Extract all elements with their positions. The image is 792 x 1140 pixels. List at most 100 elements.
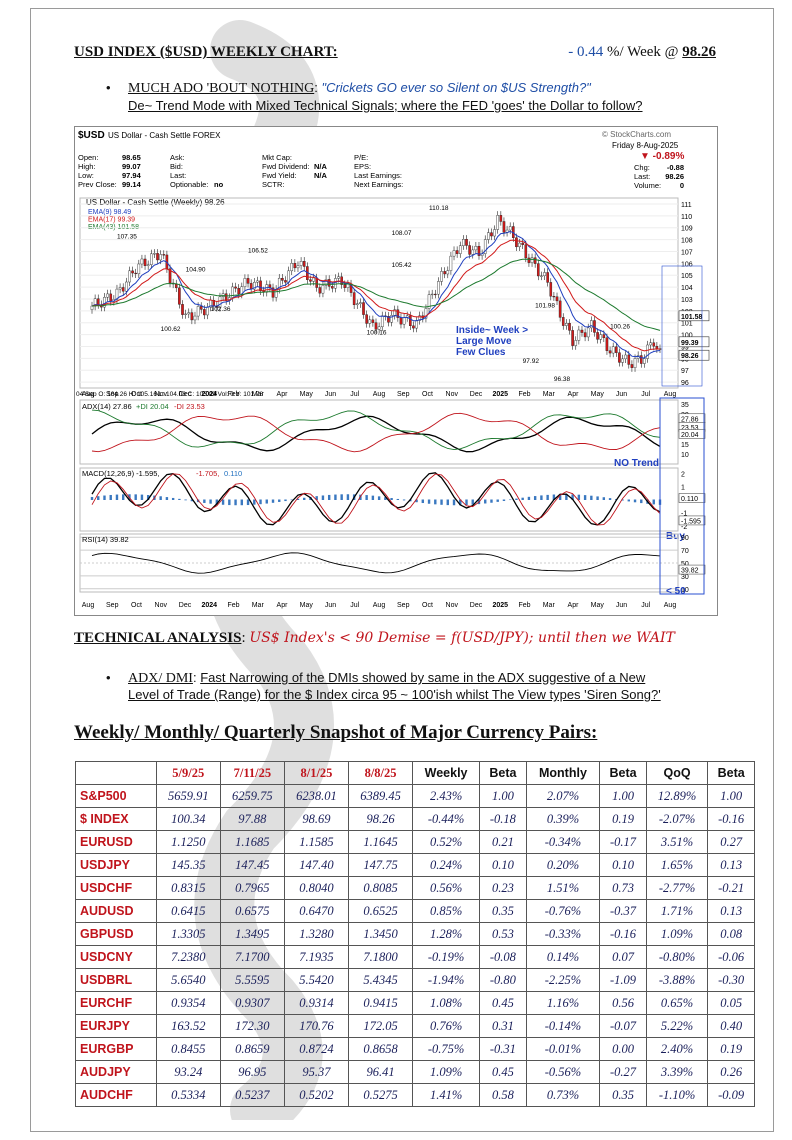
x-axis-label-upper: 2025 (492, 391, 508, 398)
quote-field: Fwd Dividend: (262, 162, 310, 171)
quote-right-label: Last: (634, 172, 650, 181)
candle-body (380, 315, 384, 328)
candle-body (524, 244, 528, 259)
table-cell: 0.13 (707, 853, 755, 877)
candle-body (331, 286, 334, 289)
candle-body (549, 282, 553, 297)
x-axis-label-upper: Aug (664, 391, 677, 398)
rsi-line (91, 552, 661, 574)
inside-week-note: Few Clues (456, 347, 506, 358)
macd-histogram-bar (365, 495, 368, 500)
table-cell: -0.16 (707, 807, 755, 831)
quote-right-value: 98.26 (665, 172, 684, 181)
table-cell: 98.69 (283, 807, 350, 831)
macd-histogram-bar (552, 494, 556, 500)
table-cell: 147.45 (219, 853, 285, 877)
table-header-row: 5/9/25 7/11/25 8/1/25 8/8/25 Weekly Beta Month… (75, 761, 755, 785)
table-cell: 0.8085 (347, 876, 414, 900)
candle-body (224, 293, 228, 301)
macd-histogram-bar (540, 495, 543, 500)
price-axis-label: 100 (681, 333, 693, 340)
candle-body (568, 323, 571, 331)
macd-histogram-bar (558, 494, 562, 500)
table-cell: 0.8724 (283, 1037, 350, 1061)
candle-body (184, 313, 187, 315)
macd-histogram-bar (134, 494, 137, 500)
price-annotation: 110.18 (429, 205, 449, 212)
candle-body (246, 278, 250, 284)
table-row: $ INDEX 100.34 97.88 98.69 98.26 -0.44% -0.18 0… (75, 807, 755, 831)
macd-histogram-bar (633, 499, 637, 503)
candle-body (296, 265, 300, 269)
quote-field: 97.94 (122, 171, 142, 180)
candle-body (125, 281, 128, 292)
x-axis-label-lower: Apr (277, 602, 289, 609)
macd-histogram-bar (109, 494, 112, 500)
macd-histogram-bar (271, 499, 275, 503)
candle-body (536, 263, 540, 277)
candle-body (618, 352, 621, 363)
candle-body (140, 258, 144, 265)
candle-body (377, 326, 381, 330)
macd-histogram-bar (415, 499, 418, 503)
price-annotation: 100.62 (161, 326, 181, 333)
candle-body (409, 315, 412, 327)
table-cell: 0.26 (707, 1060, 755, 1084)
candle-body (90, 305, 94, 310)
x-axis-label-upper: Oct (131, 391, 142, 398)
main-series-label: US Dollar - Cash Settle (Weekly) 98.26 (86, 198, 225, 207)
candle-body (646, 344, 649, 359)
table-header-cell: Beta (599, 761, 647, 785)
macd-histogram-bar (465, 499, 468, 506)
table-cell: 5.6540 (155, 968, 221, 992)
macd-histogram-bar (546, 494, 549, 500)
x-axis-label-lower: Aug (664, 602, 677, 609)
table-cell: 2.43% (412, 784, 481, 808)
candle-body (355, 303, 359, 306)
macd-histogram-bar (209, 499, 212, 504)
x-axis-label-upper: Jun (616, 391, 627, 398)
macd-histogram-bar (565, 494, 568, 500)
table-cell: 0.8658 (347, 1037, 414, 1061)
bullet-dot: • (106, 80, 111, 95)
x-axis-label-upper: Jul (350, 391, 359, 398)
x-axis-label-lower: Sep (106, 602, 119, 609)
macd-tag: 0.110 (681, 496, 698, 503)
table-cell: 1.41% (412, 1083, 481, 1107)
table-header-cell: Beta (707, 761, 755, 785)
candle-body (577, 329, 581, 341)
macd-histogram-bar (259, 499, 262, 505)
candle-body (265, 284, 269, 293)
table-cell: 0.8040 (283, 876, 350, 900)
table-cell: -0.16 (599, 922, 647, 946)
table-cell: -0.80% (645, 945, 709, 969)
x-axis-label-lower: Aug (82, 602, 95, 609)
candle-body (181, 304, 184, 315)
candle-body (586, 327, 590, 338)
table-row: GBPUSD 1.3305 1.3495 1.3280 1.3450 1.28% 0.53-… (75, 922, 755, 946)
macd-histogram-bar (427, 499, 431, 504)
macd-tag-box (678, 493, 706, 503)
x-axis-label-upper: Feb (227, 391, 239, 398)
macd-label: MACD(12,26,9) -1.595, (82, 469, 160, 478)
adx-tag: 27.86 (681, 416, 699, 423)
table-body: S&P500 5659.91 6259.75 6238.01 6389.45 2.43% 1… (75, 784, 755, 1107)
candle-body (496, 215, 500, 230)
quote-field: EPS: (354, 162, 371, 171)
price-annotation: 105.42 (392, 262, 412, 269)
quote-right-label: Volume: (634, 181, 661, 190)
x-axis-label-upper: May (591, 391, 605, 398)
quote-field: N/A (314, 171, 328, 180)
x-axis-label-lower: Dec (470, 602, 483, 609)
bullet-quote: "Crickets GO ever so Silent on $US Stren… (321, 80, 591, 95)
macd-histogram-bar (203, 499, 206, 503)
candle-body (178, 287, 181, 305)
rsi-label: RSI(14) 39.82 (82, 535, 129, 544)
x-axis-label-upper: Dec (470, 391, 483, 398)
table-cell: 0.00 (599, 1037, 647, 1061)
table-cell: 0.45 (479, 1060, 527, 1084)
quote-right-value: 0 (680, 181, 684, 190)
candle-body (143, 258, 147, 266)
candle-body (118, 287, 122, 290)
x-axis-label-lower: Jul (641, 602, 650, 609)
